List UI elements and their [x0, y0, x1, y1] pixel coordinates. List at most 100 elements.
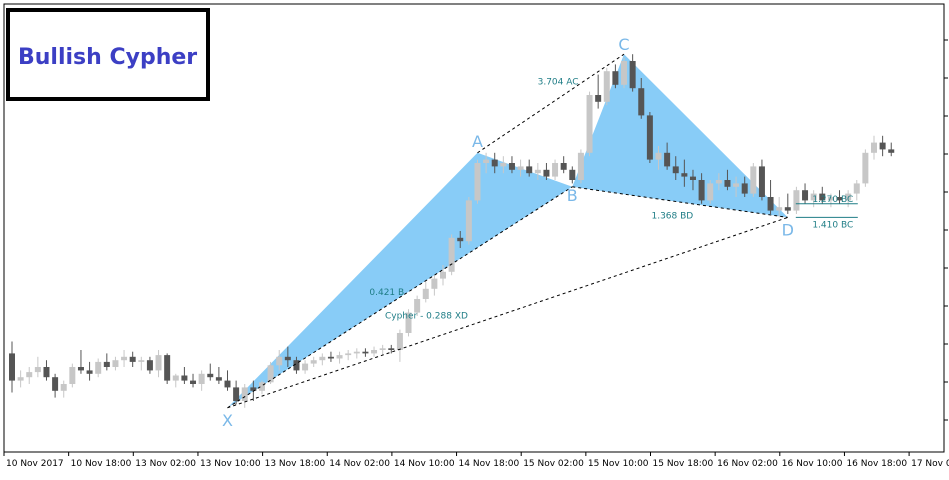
candle-body: [86, 370, 93, 374]
candle: [500, 156, 507, 174]
candle-body: [155, 355, 162, 371]
candle-body: [336, 355, 343, 359]
candle: [465, 197, 472, 245]
pattern-labels: X A B C D 0.421 B 3.704 AC 1.368 BD Cypher - 0.2…: [222, 35, 853, 430]
candle: [241, 384, 248, 408]
x-tick-label: 14 Nov 02:00: [329, 459, 390, 469]
candle: [345, 350, 352, 361]
candle: [715, 173, 722, 191]
candle-body: [526, 166, 533, 174]
candle: [362, 348, 369, 357]
triangle-xab: [227, 152, 573, 408]
point-label-c: C: [618, 35, 629, 54]
candle-body: [655, 152, 662, 160]
candle: [862, 149, 869, 187]
candle-body: [758, 166, 765, 197]
candle: [9, 341, 15, 393]
candle: [707, 180, 714, 204]
x-tick-label: 16 Nov 02:00: [717, 459, 778, 469]
candle: [440, 265, 446, 286]
ratio-label: 1.410 BC: [812, 220, 853, 230]
candle: [586, 91, 593, 157]
candle-body: [181, 375, 188, 381]
x-tick-label: 14 Nov 18:00: [459, 459, 520, 469]
candle-body: [250, 387, 257, 391]
candle-body: [26, 372, 33, 378]
candle-body: [241, 387, 248, 401]
candle-body: [474, 163, 481, 201]
x-tick-label: 16 Nov 10:00: [782, 459, 843, 469]
candle-body: [552, 163, 559, 177]
candle-body: [327, 356, 334, 359]
candle-body: [379, 348, 386, 350]
candle-body: [276, 356, 283, 366]
candle-body: [508, 163, 515, 170]
candle: [190, 373, 197, 388]
candle-body: [224, 380, 231, 388]
candle-body: [802, 190, 809, 201]
candle: [750, 163, 757, 197]
candle-body: [741, 183, 748, 194]
candle-body: [827, 197, 834, 201]
candle-body: [207, 373, 214, 378]
candle-body: [638, 88, 645, 116]
ratio-label: Cypher - 0.288 XD: [385, 311, 468, 321]
candle-body: [629, 61, 636, 89]
candle-body: [422, 288, 429, 299]
candle-body: [500, 163, 507, 167]
pattern-lines: [227, 53, 858, 409]
candle-body: [233, 387, 240, 401]
candle-body: [621, 61, 628, 85]
candle: [52, 373, 59, 398]
candle-body: [112, 360, 119, 367]
candle: [724, 169, 731, 191]
candle-body: [457, 237, 464, 242]
candle: [664, 142, 671, 170]
candle-body: [43, 367, 50, 378]
candle: [569, 166, 576, 184]
candle: [853, 180, 860, 201]
candle-body: [371, 350, 378, 354]
candle: [121, 350, 128, 367]
candle: [302, 360, 309, 374]
candle: [508, 156, 515, 174]
candle: [552, 159, 559, 180]
candle: [146, 356, 153, 374]
candle-body: [767, 197, 774, 211]
candle: [422, 282, 429, 303]
candle: [543, 163, 550, 180]
candle-body: [414, 299, 421, 313]
candle-body: [302, 363, 309, 371]
candle: [698, 173, 705, 204]
candle: [483, 152, 490, 174]
candle-body: [95, 361, 102, 374]
candle: [396, 329, 403, 362]
ratio-label: 1.368 BD: [651, 212, 693, 222]
candle-body: [284, 356, 291, 361]
candle-body: [819, 193, 826, 201]
candle-body: [138, 360, 145, 362]
candle: [336, 351, 343, 364]
candle: [138, 356, 145, 371]
candle-body: [672, 166, 679, 174]
candle: [793, 186, 800, 214]
candle: [414, 295, 421, 316]
candle: [871, 135, 877, 160]
candle: [371, 346, 378, 357]
candle: [534, 163, 541, 180]
candle-body: [646, 115, 653, 160]
x-tick-label: 13 Nov 10:00: [200, 459, 261, 469]
candle: [172, 373, 179, 388]
candle-body: [569, 169, 576, 180]
candle: [491, 152, 498, 174]
candle: [741, 176, 748, 197]
candle-body: [146, 360, 153, 371]
x-tick-label: 13 Nov 02:00: [135, 459, 196, 469]
candle-body: [595, 95, 602, 102]
candle-body: [215, 377, 222, 381]
candle-body: [586, 95, 593, 153]
candle-body: [9, 353, 15, 381]
candle-body: [810, 193, 817, 201]
candle-body: [77, 367, 84, 371]
candle-body: [465, 200, 472, 242]
